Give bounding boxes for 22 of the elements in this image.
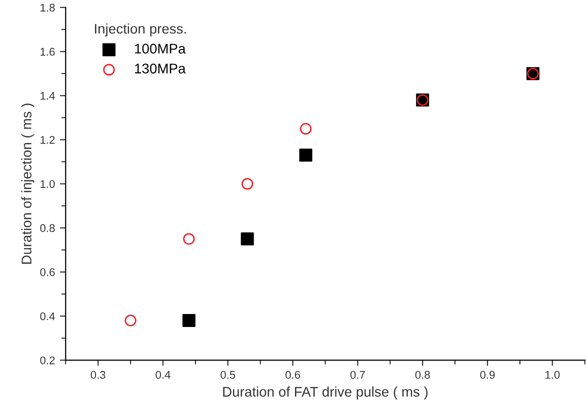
- y-tick-label: 0.6: [40, 268, 55, 276]
- x-tick-label: 0.6: [285, 370, 300, 379]
- y-tick-label: 1.0: [40, 180, 55, 188]
- x-tick-label: 0.9: [480, 370, 495, 379]
- y-tick-label: 1.8: [40, 4, 55, 12]
- y-tick-label: 0.8: [40, 224, 55, 232]
- y-tick-label: 0.2: [40, 356, 55, 364]
- legend-label: 100MPa: [135, 44, 186, 54]
- legend-title: Injection press.: [94, 23, 186, 36]
- x-tick-label: 1.0: [546, 370, 560, 379]
- x-axis-title: Duration of FAT drive pulse ( ms ): [223, 386, 428, 400]
- y-tick-label: 1.6: [40, 48, 55, 56]
- x-tick-label: 0.4: [156, 370, 170, 379]
- y-axis-title: Duration of injection ( ms ): [21, 104, 34, 264]
- x-tick-label: 0.8: [415, 370, 430, 379]
- x-tick-label: 0.3: [90, 370, 106, 379]
- x-tick-label: 0.7: [350, 370, 365, 379]
- y-tick-label: 0.4: [40, 312, 55, 320]
- x-tick-label: 0.5: [220, 370, 236, 379]
- y-tick-label: 1.2: [40, 136, 55, 144]
- y-tick-label: 1.4: [40, 92, 55, 100]
- legend-label: 130MPa: [135, 64, 186, 74]
